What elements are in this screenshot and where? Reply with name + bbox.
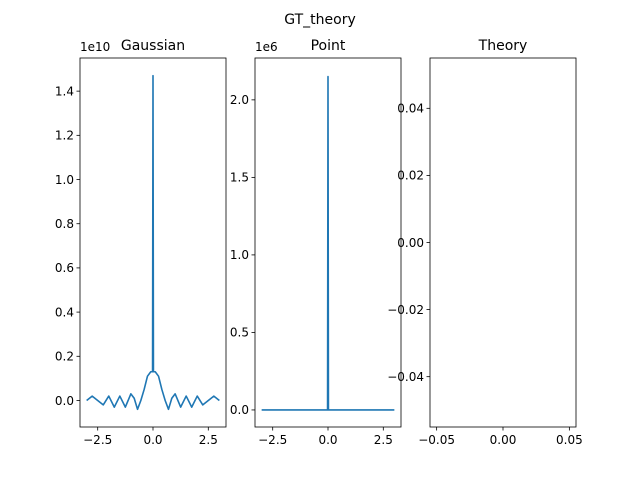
x-tick-label: 0.05: [556, 433, 583, 447]
y-tick-label: 2.0: [230, 93, 249, 107]
subplot-1: −2.5 0.0 2.5 0.0 0.2 0.4 0.6 0.8 1.0 1.2 1.4 Gaussi…: [55, 38, 227, 447]
y-offset-text: 1e10: [80, 40, 110, 54]
y-tick-label: 0.6: [55, 261, 74, 275]
y-tick-label: 0.4: [55, 305, 74, 319]
y-tick-label: −0.02: [387, 303, 424, 317]
y-tick-label: 0.02: [397, 169, 424, 183]
x-tick-label: −2.5: [83, 433, 112, 447]
subplot-title: Gaussian: [121, 38, 185, 54]
y-tick-label: 1.0: [55, 173, 74, 187]
y-tick-label: 0.0: [230, 403, 249, 417]
y-offset-text: 1e6: [255, 40, 278, 54]
series-line-1: [261, 75, 395, 411]
y-tick-label: 0.04: [397, 102, 424, 116]
x-tick-label: 0.0: [318, 433, 337, 447]
series-line-1: [86, 74, 220, 411]
x-tick-label: 2.5: [199, 433, 218, 447]
subplot-3: −0.05 0.00 0.05 −0.04 −0.02 0.00 0.02 0.04 Theor…: [387, 38, 583, 447]
subplot-title: Point: [311, 38, 346, 54]
y-tick-label: 0.0: [55, 394, 74, 408]
y-tick-label: 1.5: [230, 171, 249, 185]
y-tick-label: 1.2: [55, 129, 74, 143]
y-tick-label: 1.4: [55, 84, 74, 98]
y-tick-label: 0.5: [230, 326, 249, 340]
y-tick-label: 0.00: [397, 236, 424, 250]
y-tick-label: 0.2: [55, 350, 74, 364]
x-tick-label: 0.00: [490, 433, 517, 447]
x-tick-label: −0.05: [418, 433, 455, 447]
y-tick-label: −0.04: [387, 370, 424, 384]
subplots: −2.5 0.0 2.5 0.0 0.2 0.4 0.6 0.8 1.0 1.2 1.4 Gaussi…: [55, 38, 583, 447]
x-tick-label: 0.0: [143, 433, 162, 447]
subplot-2: −2.5 0.0 2.5 0.0 0.5 1.0 1.5 2.0 Point 1e6: [230, 38, 402, 447]
x-tick-label: −2.5: [258, 433, 287, 447]
figure-suptitle: GT_theory: [284, 12, 355, 28]
x-tick-label: 2.5: [374, 433, 393, 447]
y-tick-label: 1.0: [230, 248, 249, 262]
subplot-title: Theory: [478, 38, 528, 54]
y-tick-label: 0.8: [55, 217, 74, 231]
